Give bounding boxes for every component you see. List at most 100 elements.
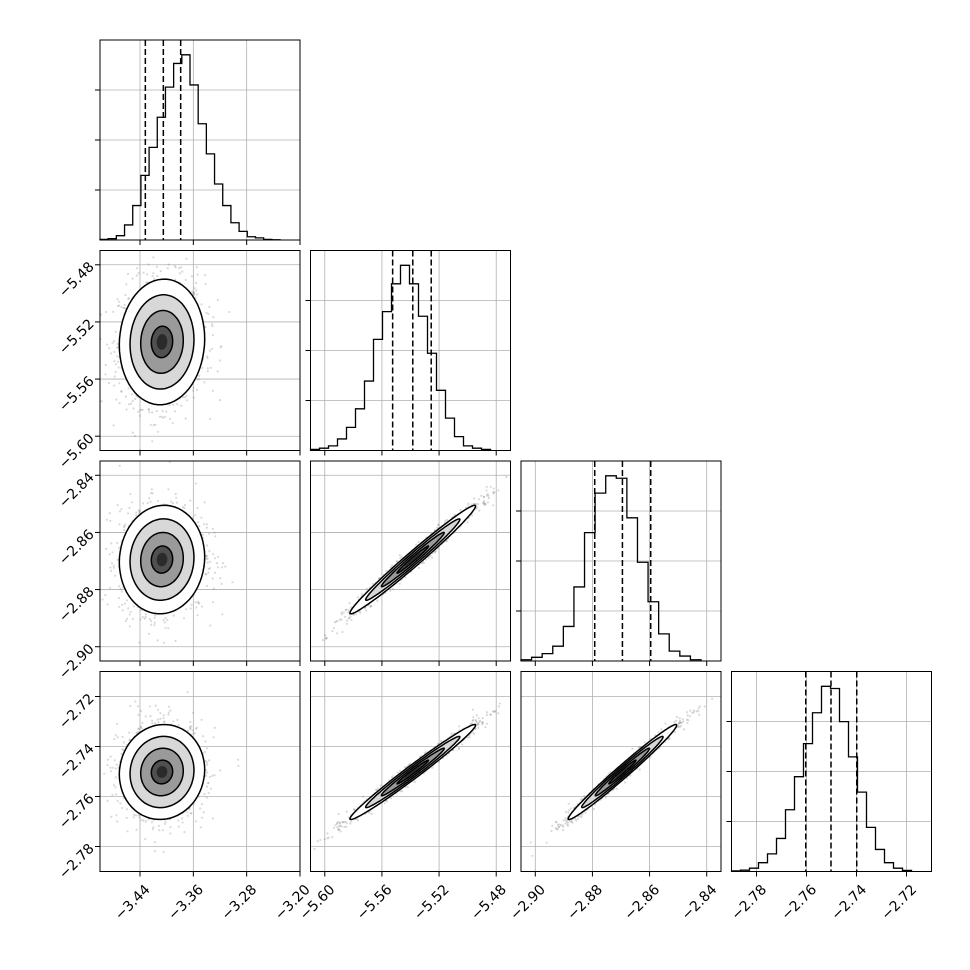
sample-point	[482, 501, 485, 504]
sample-point	[212, 736, 215, 739]
sample-point	[207, 312, 210, 315]
sample-point	[335, 632, 339, 635]
sample-point	[156, 639, 159, 642]
sample-point	[378, 576, 381, 580]
sample-point	[348, 617, 351, 620]
sample-point	[175, 496, 178, 499]
sample-point	[173, 265, 176, 268]
sample-point	[186, 399, 189, 402]
sample-point	[400, 555, 403, 558]
sample-point	[147, 263, 150, 266]
sample-point	[203, 381, 206, 384]
sample-point	[159, 717, 162, 721]
sample-point	[476, 503, 479, 506]
sample-point	[200, 516, 203, 519]
sample-point	[200, 605, 204, 608]
sample-point	[158, 415, 161, 418]
sample-point	[121, 735, 124, 739]
sample-point	[444, 519, 447, 522]
sample-point	[338, 618, 341, 621]
sample-point	[178, 272, 181, 275]
sample-point	[153, 616, 156, 619]
sample-point	[485, 485, 488, 488]
sample-point	[120, 390, 123, 393]
sample-point	[211, 527, 214, 531]
sample-point	[97, 754, 99, 756]
sample-point	[197, 601, 200, 604]
sample-point	[204, 760, 207, 763]
sample-point	[125, 808, 129, 811]
sample-point	[345, 608, 348, 611]
sample-point	[210, 347, 214, 350]
sample-point	[344, 608, 347, 612]
sample-point	[342, 611, 345, 614]
sample-point	[213, 557, 217, 560]
sample-point	[197, 378, 200, 381]
sample-point	[127, 512, 130, 515]
sample-point	[159, 712, 162, 715]
sample-point	[151, 722, 154, 725]
sample-point	[128, 625, 131, 628]
sample-point	[118, 510, 121, 513]
sample-point	[197, 602, 201, 605]
sample-point	[180, 404, 183, 407]
sample-point	[170, 500, 173, 503]
sample-point	[176, 718, 179, 722]
sample-point	[129, 610, 132, 614]
sample-point	[153, 722, 156, 725]
sample-point	[483, 495, 486, 499]
sample-point	[110, 815, 113, 818]
sample-point	[149, 500, 152, 503]
sample-point	[105, 547, 108, 551]
sample-point	[194, 601, 197, 604]
sample-point	[150, 491, 153, 495]
sample-point	[132, 407, 135, 410]
sample-point	[436, 526, 439, 529]
sample-point	[155, 265, 159, 268]
sample-point	[204, 750, 207, 754]
sample-point	[192, 396, 195, 399]
sample-point	[177, 825, 180, 828]
sample-point	[149, 423, 152, 426]
sample-point	[201, 366, 204, 369]
sample-point	[459, 509, 462, 512]
sample-point	[151, 492, 154, 495]
sample-point	[139, 618, 142, 621]
sample-point	[123, 602, 127, 605]
sample-point	[120, 590, 123, 593]
sample-point	[185, 257, 188, 260]
sample-point	[211, 601, 215, 604]
sample-point	[138, 641, 141, 644]
sample-point	[211, 325, 214, 328]
sample-point	[109, 569, 113, 573]
sample-point	[133, 434, 136, 438]
sample-point	[200, 718, 203, 721]
sample-point	[124, 523, 127, 526]
sample-point	[166, 267, 169, 270]
sample-point	[125, 599, 129, 602]
sample-point	[109, 755, 112, 758]
sample-point	[190, 603, 193, 606]
sample-point	[211, 389, 214, 392]
sample-point	[221, 613, 224, 616]
sample-point	[156, 275, 159, 278]
sample-point	[389, 589, 392, 592]
sample-point	[352, 613, 355, 616]
sample-point	[112, 564, 115, 567]
sample-point	[119, 588, 122, 591]
sample-point	[118, 585, 121, 588]
sample-point	[148, 617, 151, 621]
sample-point	[190, 812, 193, 815]
sample-point	[191, 290, 194, 293]
sample-point	[201, 816, 204, 819]
sample-point	[345, 619, 349, 622]
sample-point	[167, 711, 170, 714]
sample-point	[132, 605, 135, 608]
sample-point	[391, 588, 395, 591]
sample-point	[205, 557, 208, 561]
sample-point	[467, 504, 470, 507]
sample-point	[183, 504, 187, 507]
sample-point	[209, 366, 212, 369]
sample-point	[190, 725, 193, 728]
sample-point	[204, 326, 207, 329]
